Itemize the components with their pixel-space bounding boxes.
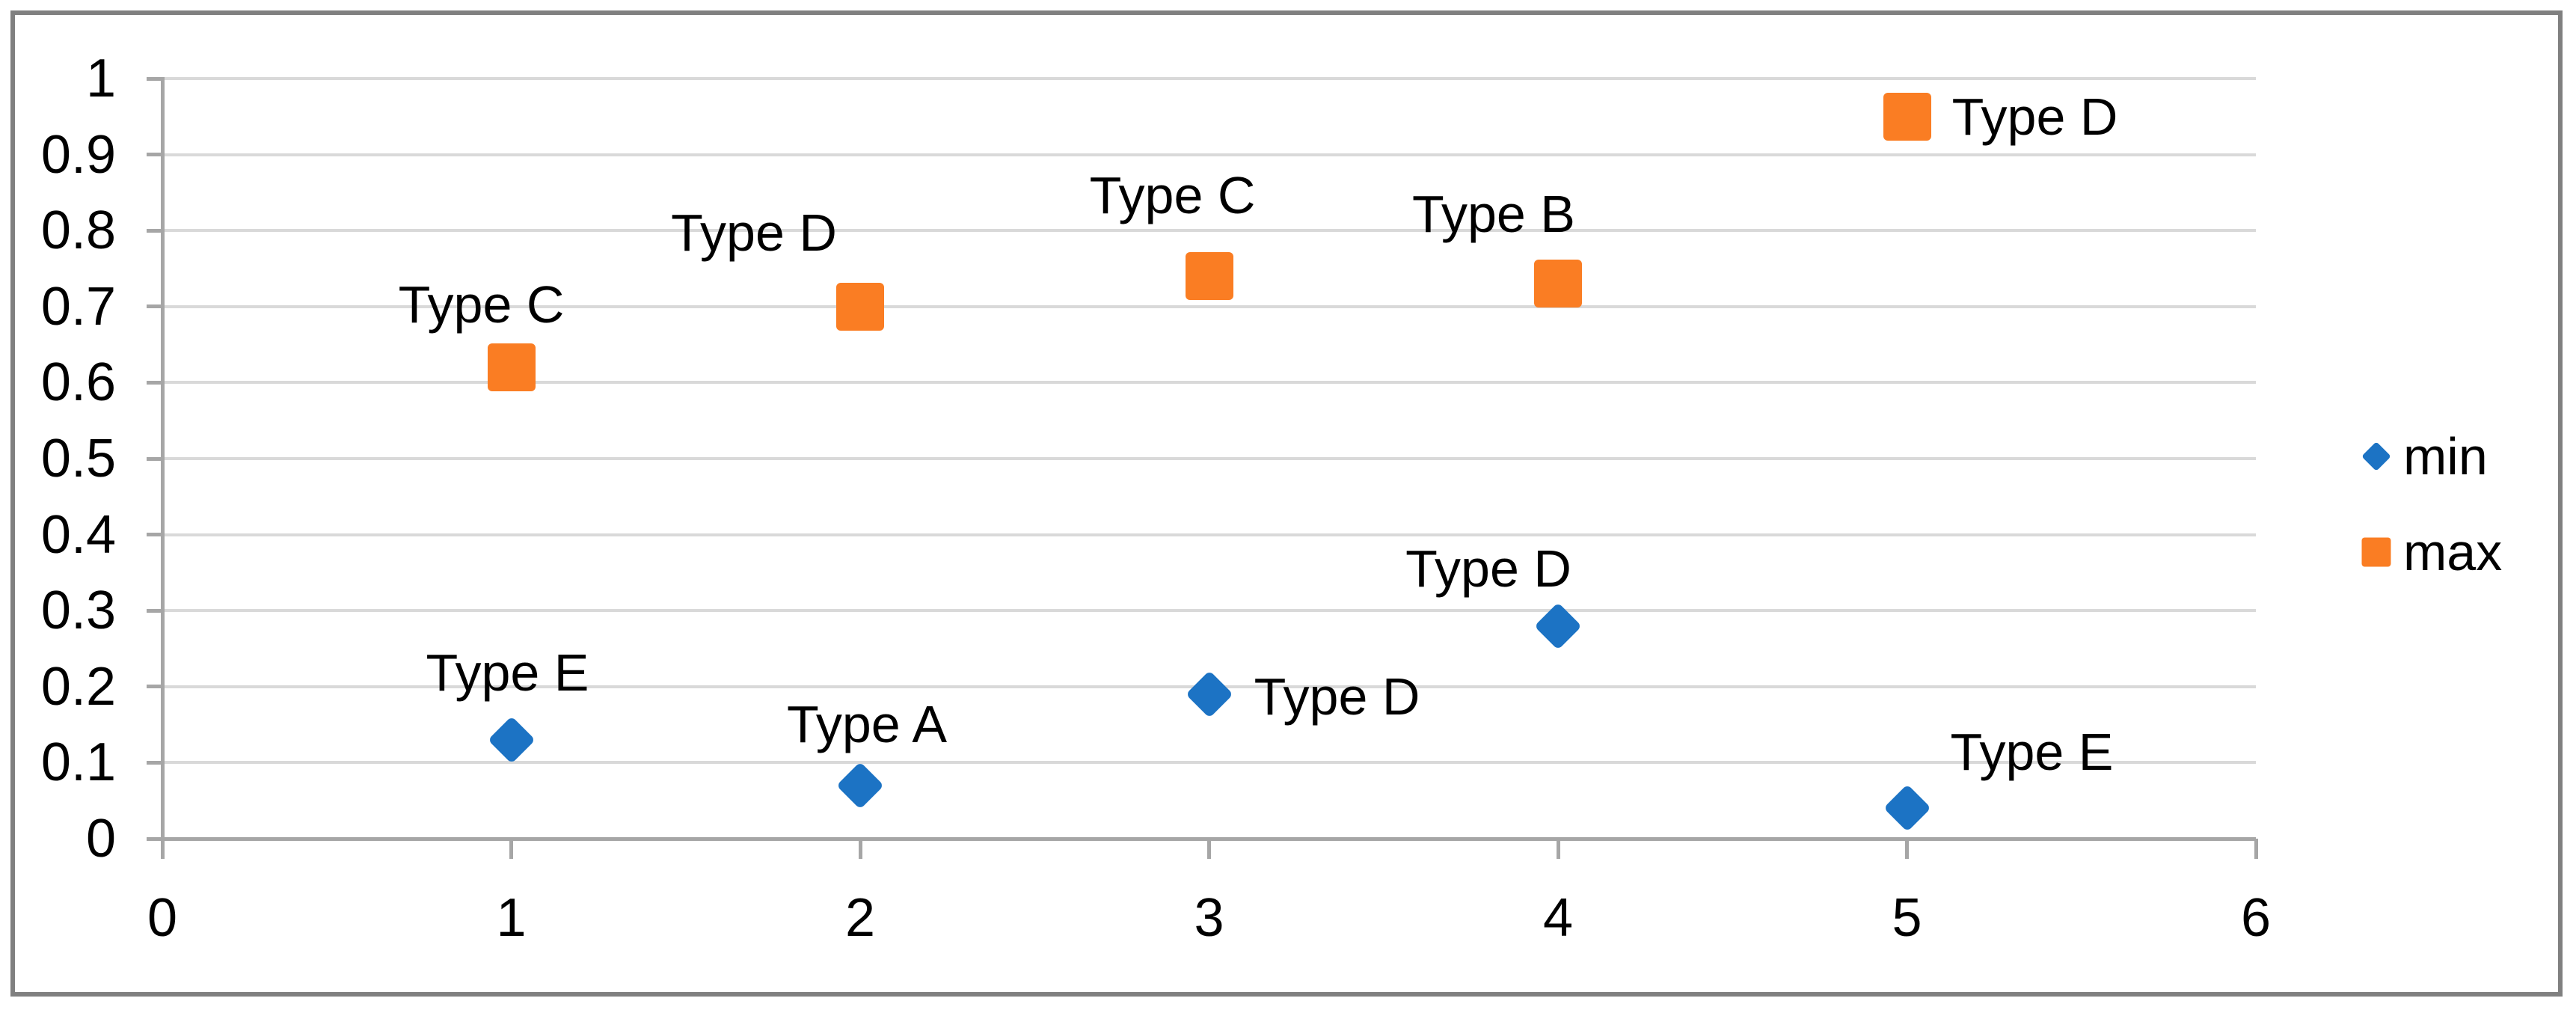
x-tick-label: 0 <box>147 888 178 948</box>
y-tick-label: 0.6 <box>40 352 116 413</box>
data-label-max: Type C <box>1089 166 1256 225</box>
data-label-max: Type D <box>671 203 837 262</box>
y-tick-label: 0.2 <box>40 656 116 717</box>
y-axis-tick <box>147 380 162 385</box>
x-tick-label: 3 <box>1194 888 1224 948</box>
y-tick-label: 0.7 <box>40 276 116 337</box>
horizontal-gridline <box>162 381 2256 385</box>
y-axis-tick <box>147 608 162 613</box>
y-tick-label: 0.4 <box>40 504 116 565</box>
y-axis <box>160 77 165 859</box>
y-axis-tick <box>147 304 162 309</box>
y-tick-label: 0.3 <box>40 581 116 641</box>
x-tick-label: 2 <box>844 888 876 948</box>
x-tick-label: 5 <box>1892 888 1922 948</box>
horizontal-gridline <box>162 304 2256 308</box>
x-tick-label: 4 <box>1542 888 1574 948</box>
data-label-max: Type D <box>1951 87 2118 146</box>
x-axis <box>147 836 2256 841</box>
horizontal-gridline <box>162 609 2256 613</box>
horizontal-gridline <box>162 457 2256 460</box>
data-label-min: Type A <box>786 694 948 753</box>
data-label-min: Type D <box>1254 667 1420 726</box>
scatter-point-max <box>1185 252 1233 301</box>
scatter-point-max <box>836 282 884 331</box>
y-tick-label: 0 <box>85 809 116 869</box>
horizontal-gridline <box>162 153 2256 156</box>
legend-marker-square-icon <box>2361 537 2391 567</box>
data-label-min: Type E <box>1950 723 2114 782</box>
y-axis-tick <box>147 228 162 233</box>
x-axis-tick <box>1207 839 1211 859</box>
y-axis-tick <box>147 533 162 537</box>
data-label-min: Type D <box>1405 539 1571 598</box>
y-axis-tick <box>147 760 162 765</box>
x-axis-tick <box>858 839 862 859</box>
x-tick-label: 6 <box>2240 888 2272 948</box>
y-axis-tick <box>147 456 162 461</box>
horizontal-gridline <box>162 77 2256 80</box>
y-tick-label: 0.1 <box>40 732 116 793</box>
y-tick-label: 0.9 <box>40 124 116 185</box>
data-label-max: Type B <box>1412 185 1575 244</box>
horizontal-gridline <box>162 533 2256 536</box>
horizontal-gridline <box>162 229 2256 233</box>
legend-item-label: max <box>2403 523 2503 581</box>
y-axis-tick <box>147 76 162 81</box>
scatter-point-max <box>1534 260 1582 308</box>
y-axis-tick <box>147 153 162 157</box>
chart-frame <box>10 10 2563 997</box>
data-label-min: Type E <box>426 643 589 702</box>
x-axis-tick <box>2254 839 2258 859</box>
x-axis-tick <box>1905 839 1909 859</box>
x-tick-label: 1 <box>496 888 527 948</box>
horizontal-gridline <box>162 761 2256 765</box>
scatter-point-max <box>487 343 536 392</box>
data-label-max: Type C <box>398 275 565 334</box>
y-tick-label: 0.5 <box>40 429 116 489</box>
y-tick-label: 1 <box>85 49 116 108</box>
y-tick-label: 0.8 <box>40 201 116 261</box>
x-axis-tick <box>1556 839 1560 859</box>
legend-item-label: min <box>2403 427 2488 486</box>
scatter-point-max <box>1883 92 1931 141</box>
x-axis-tick <box>509 839 513 859</box>
y-axis-tick <box>147 685 162 689</box>
